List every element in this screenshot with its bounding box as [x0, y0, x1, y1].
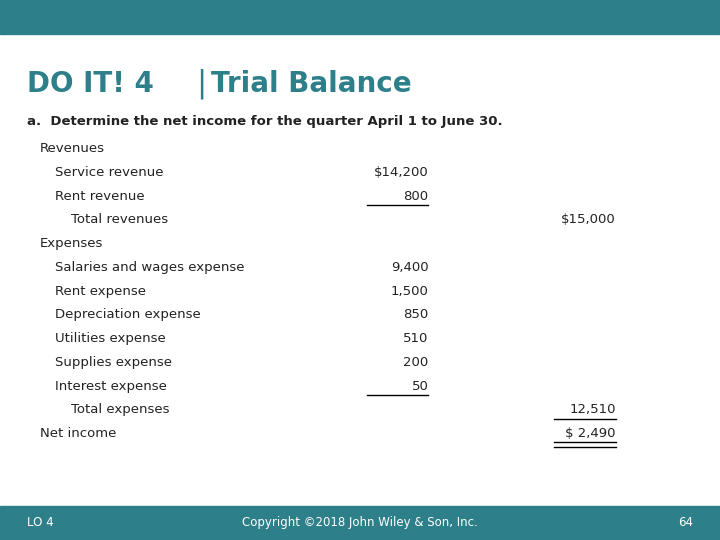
Text: |: | [196, 69, 206, 99]
Text: a.  Determine the net income for the quarter April 1 to June 30.: a. Determine the net income for the quar… [27, 115, 503, 128]
Text: Net income: Net income [40, 427, 116, 440]
Text: 850: 850 [403, 308, 428, 321]
Text: Copyright ©2018 John Wiley & Son, Inc.: Copyright ©2018 John Wiley & Son, Inc. [242, 516, 478, 530]
Text: 12,510: 12,510 [569, 403, 616, 416]
Text: Trial Balance: Trial Balance [211, 70, 412, 98]
Text: 200: 200 [403, 356, 428, 369]
Text: 800: 800 [403, 190, 428, 202]
Text: Total expenses: Total expenses [71, 403, 170, 416]
Text: 9,400: 9,400 [391, 261, 428, 274]
Text: $15,000: $15,000 [561, 213, 616, 226]
Text: $ 2,490: $ 2,490 [565, 427, 616, 440]
Text: DO IT! 4: DO IT! 4 [27, 70, 154, 98]
Text: Supplies expense: Supplies expense [55, 356, 173, 369]
Bar [0, 506, 720, 540]
Bar [0, 0, 720, 34]
Text: Service revenue: Service revenue [55, 166, 164, 179]
Text: $14,200: $14,200 [374, 166, 428, 179]
Text: 50: 50 [412, 380, 428, 393]
Text: Rent revenue: Rent revenue [55, 190, 145, 202]
Text: Salaries and wages expense: Salaries and wages expense [55, 261, 245, 274]
Text: 64: 64 [678, 516, 693, 530]
Text: Revenues: Revenues [40, 142, 104, 155]
Text: Total revenues: Total revenues [71, 213, 168, 226]
Text: Expenses: Expenses [40, 237, 103, 250]
Text: Rent expense: Rent expense [55, 285, 146, 298]
Text: Depreciation expense: Depreciation expense [55, 308, 201, 321]
Text: LO 4: LO 4 [27, 516, 54, 530]
Text: 510: 510 [403, 332, 428, 345]
Text: Utilities expense: Utilities expense [55, 332, 166, 345]
Text: 1,500: 1,500 [390, 285, 428, 298]
Text: Interest expense: Interest expense [55, 380, 167, 393]
